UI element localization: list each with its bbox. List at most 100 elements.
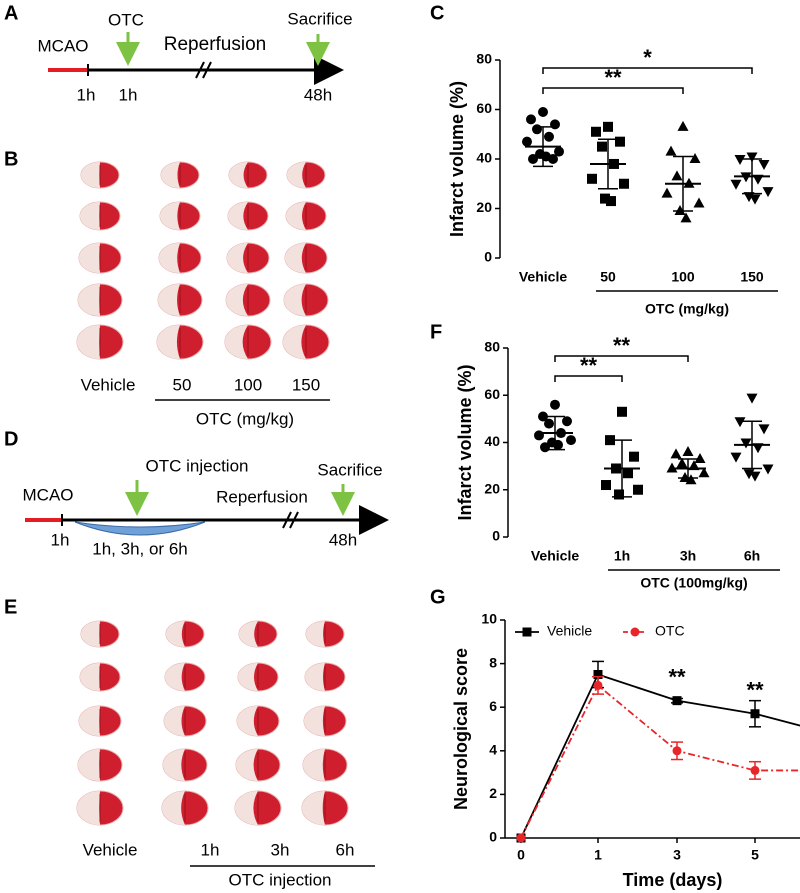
chart: F 0 20 40 60 80 Infarct volume (%) Vehicle 1h 3h 6… (430, 321, 780, 591)
lesion (304, 706, 325, 736)
label: Reperfusion (164, 34, 266, 55)
point (597, 141, 607, 152)
lesion (77, 325, 100, 359)
y-tick-label: 10 (481, 611, 497, 627)
point (548, 154, 558, 164)
lesion (77, 791, 100, 825)
x-tick-label: 6h (744, 548, 760, 564)
y-tick-label: 6 (489, 698, 497, 714)
lesion (81, 162, 100, 188)
y-axis-label: Infarct volume (%) (455, 364, 475, 520)
lesion (283, 325, 306, 359)
point (587, 173, 597, 184)
point (677, 120, 689, 131)
point (689, 153, 701, 163)
label: 1h, 3h, or 6h (92, 539, 187, 558)
panel-letter: C (430, 2, 444, 24)
point (746, 393, 758, 404)
axis-break (195, 61, 212, 79)
point (734, 155, 746, 165)
panel-letter: E (4, 596, 17, 618)
lesion (165, 663, 185, 691)
label: Reperfusion (216, 487, 308, 506)
point (762, 187, 774, 198)
label: 100 (234, 375, 262, 394)
label: MCAO (23, 485, 74, 504)
point (749, 471, 761, 482)
lesion (287, 162, 306, 188)
label: 1h (201, 840, 220, 859)
point (550, 399, 560, 410)
point (593, 670, 603, 679)
panel-letter: D (4, 428, 18, 450)
lesion (302, 791, 325, 825)
point (758, 159, 770, 170)
legend-marker (630, 627, 640, 637)
lesion (305, 663, 325, 691)
lesion (160, 202, 180, 230)
label: 48h (304, 85, 332, 104)
point (550, 119, 560, 130)
point (685, 474, 697, 485)
x-tick-label: Vehicle (519, 269, 567, 285)
point (762, 464, 774, 475)
y-tick-label: 0 (484, 249, 492, 265)
injection-window (74, 521, 206, 536)
point (562, 416, 572, 427)
x-tick-label: 50 (600, 269, 616, 285)
lesion (164, 706, 185, 736)
point (605, 435, 615, 446)
label: 150 (292, 375, 320, 394)
point (633, 484, 643, 495)
point (734, 417, 746, 428)
significance-bracket (542, 67, 753, 74)
y-tick-label: 4 (489, 742, 497, 758)
x-tick-label: 150 (740, 269, 764, 285)
point (746, 152, 758, 163)
y-tick-label: 80 (484, 339, 500, 355)
y-tick-label: 20 (484, 480, 500, 496)
point (730, 179, 742, 190)
point (674, 204, 686, 215)
label: OTC (108, 10, 144, 29)
lesion (161, 162, 180, 188)
lesion (79, 243, 100, 273)
point (606, 196, 616, 207)
point (617, 406, 627, 417)
lesion (78, 749, 100, 781)
label: 1h (51, 530, 70, 549)
point (554, 146, 564, 157)
legend-marker (522, 627, 532, 637)
point (540, 442, 550, 453)
x-tick-label: 3h (680, 548, 696, 564)
x-tick-label: 0 (517, 847, 525, 863)
axis-break (282, 511, 299, 529)
point (538, 106, 548, 117)
point (670, 448, 682, 459)
lesion (227, 243, 248, 273)
point (740, 438, 752, 449)
point (629, 451, 639, 462)
panel-letter: B (4, 148, 18, 170)
point (750, 765, 760, 775)
label: Vehicle (83, 840, 138, 859)
lesion (157, 325, 180, 359)
point (665, 145, 677, 156)
significance: ** (668, 664, 686, 689)
point (538, 411, 548, 422)
point (603, 121, 613, 132)
x-axis-label: Time (days) (623, 870, 723, 890)
point (526, 114, 536, 125)
significance-bracket (542, 87, 684, 94)
label: OTC injection (229, 870, 332, 889)
point (601, 480, 611, 491)
label: MCAO (38, 36, 89, 55)
lesion (235, 791, 258, 825)
significance: ** (604, 65, 622, 90)
point (591, 126, 601, 137)
lesion (163, 749, 185, 781)
point (661, 187, 673, 198)
